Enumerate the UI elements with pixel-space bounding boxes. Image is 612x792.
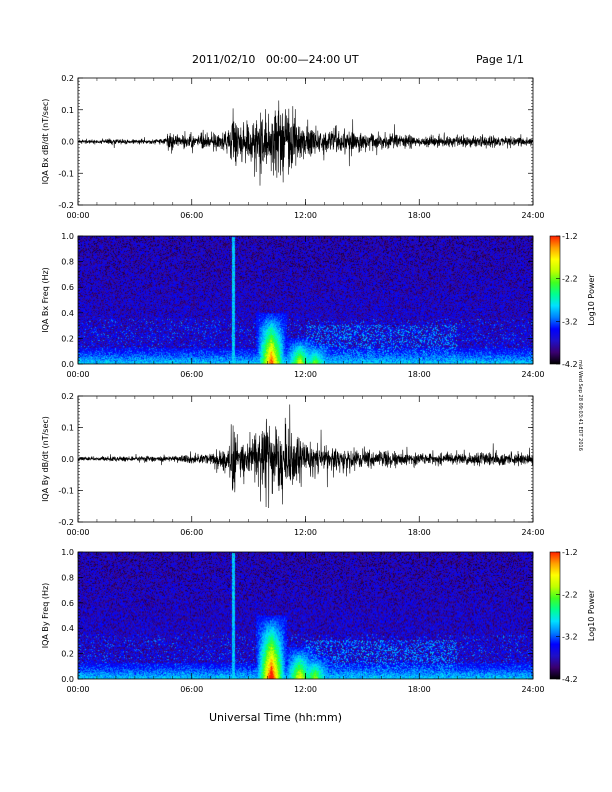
y-tick-label: -0.1 — [58, 487, 74, 496]
series-line-bx — [78, 100, 533, 186]
page-number: Page 1/1 — [476, 53, 524, 66]
x-tick-label: 00:00 — [66, 211, 89, 220]
colorbar-scale — [549, 551, 561, 680]
x-tick-label: 18:00 — [408, 528, 431, 537]
x-tick-label: 00:00 — [66, 370, 89, 379]
colorbar-tick-label: -3.2 — [562, 317, 578, 326]
x-tick-label: 06:00 — [180, 211, 203, 220]
y-tick-label: -0.2 — [58, 518, 74, 527]
colorbar-tick-label: -1.2 — [562, 232, 578, 241]
y-tick-label: 0.1 — [61, 424, 74, 433]
y-tick-label: -0.2 — [58, 201, 74, 210]
x-tick-label: 24:00 — [521, 528, 544, 537]
x-tick-label: 24:00 — [521, 685, 544, 694]
colorbar-tick-label: -4.2 — [562, 360, 578, 369]
x-tick-label: 06:00 — [180, 685, 203, 694]
x-tick-label: 00:00 — [66, 528, 89, 537]
panel-2-axes: 1.0 0.8 0.6 0.4 0.2 0.000:00 06:00 12:00 18:00 24… — [41, 232, 545, 379]
y-tick-label: 0.8 — [61, 573, 74, 582]
y-tick-label: 0.2 — [61, 334, 74, 343]
y-tick-label: 0.2 — [61, 74, 74, 83]
y-axis-label: IQA By Freq (Hz) — [41, 583, 50, 649]
y-tick-label: 0.2 — [61, 392, 74, 401]
x-tick-label: 12:00 — [294, 528, 317, 537]
colorbar-scale — [549, 235, 561, 365]
colorbar-tick-label: -3.2 — [562, 633, 578, 642]
y-tick-label: 0.1 — [61, 106, 74, 115]
y-tick-label: 0.0 — [61, 675, 74, 684]
x-tick-label: 18:00 — [408, 370, 431, 379]
y-axis-label: IQA Bx Freq (Hz) — [41, 267, 50, 333]
y-tick-label: 0.2 — [61, 650, 74, 659]
x-tick-label: 00:00 — [66, 685, 89, 694]
x-tick-label: 24:00 — [521, 370, 544, 379]
y-tick-label: 0.8 — [61, 258, 74, 267]
spectrogram-image-bx — [78, 236, 533, 364]
colorbar-tick-label: -1.2 — [562, 548, 578, 557]
x-tick-label: 18:00 — [408, 211, 431, 220]
x-tick-label: 12:00 — [294, 370, 317, 379]
y-tick-label: 0.4 — [61, 309, 74, 318]
colorbar-tick-label: -2.2 — [562, 590, 578, 599]
y-axis-label: IQA By dB/dt (nT/sec) — [41, 416, 50, 502]
spectrogram-image-by — [78, 552, 533, 679]
y-tick-label: 1.0 — [61, 232, 74, 241]
y-tick-label: 0.6 — [61, 599, 74, 608]
series-line-by — [78, 404, 533, 508]
y-tick-label: 1.0 — [61, 548, 74, 557]
page-title: 2011/02/10 00:00—24:00 UT — [192, 53, 359, 66]
x-tick-label: 06:00 — [180, 370, 203, 379]
y-tick-label: 0.0 — [61, 138, 74, 147]
panel-1-axes: 0.2 0.1 0.0 -0.1 -0.200:00 06:00 12:00 18:00 24:… — [41, 74, 545, 220]
y-tick-label: 0.4 — [61, 624, 74, 633]
y-axis-label: IQA Bx dB/dt (nT/sec) — [41, 99, 50, 185]
colorbar-tick-label: -2.2 — [562, 275, 578, 284]
y-tick-label: 0.0 — [61, 455, 74, 464]
panel-4-axes: 1.0 0.8 0.6 0.4 0.2 0.000:00 06:00 12:00 18:00 24… — [41, 548, 545, 724]
x-tick-label: 12:00 — [294, 685, 317, 694]
x-tick-label: 24:00 — [521, 211, 544, 220]
colorbar-label: Log10 Power — [587, 589, 596, 641]
x-tick-label: 12:00 — [294, 211, 317, 220]
colorbar-label: Log10 Power — [587, 274, 596, 326]
y-tick-label: 0.0 — [61, 360, 74, 369]
colorbar-bx: -1.2 -2.2 -3.2 -4.2 Log10 Power — [549, 232, 596, 369]
x-tick-label: 18:00 — [408, 685, 431, 694]
panel-3-axes: 0.2 0.1 0.0 -0.1 -0.200:00 06:00 12:00 18:00 24:… — [41, 392, 545, 537]
y-tick-label: -0.1 — [58, 169, 74, 178]
colorbar-by: -1.2 -2.2 -3.2 -4.2 Log10 Power — [549, 548, 596, 684]
x-axis-label: Universal Time (hh:mm) — [209, 711, 342, 724]
x-tick-label: 06:00 — [180, 528, 203, 537]
colorbar-tick-label: -4.2 — [562, 675, 578, 684]
y-tick-label: 0.6 — [61, 283, 74, 292]
